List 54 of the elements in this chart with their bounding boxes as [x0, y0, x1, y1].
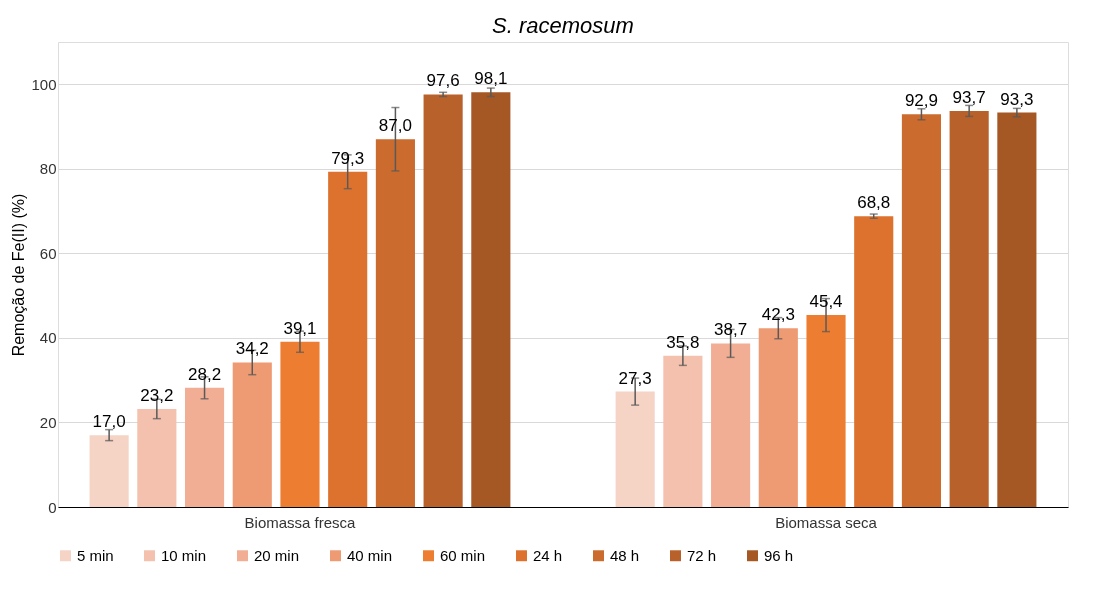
legend-label: 60 min [440, 546, 486, 564]
bar [232, 362, 272, 507]
bar [89, 435, 129, 507]
bar [423, 94, 463, 507]
legend-label: 40 min [347, 546, 393, 564]
x-tick-label: Biomassa fresca [244, 513, 357, 531]
bar [997, 112, 1037, 507]
data-label: 93,3 [1000, 89, 1034, 109]
data-label: 38,7 [714, 320, 748, 340]
data-label: 92,9 [904, 91, 938, 111]
chart-title: S. racemosum [492, 13, 634, 38]
legend-label: 72 h [687, 546, 717, 564]
data-label: 17,0 [92, 412, 126, 432]
legend-label: 10 min [161, 546, 207, 564]
bar [758, 328, 798, 507]
y-tick-label: 100 [31, 75, 57, 93]
bar [949, 110, 989, 507]
bar [328, 171, 368, 507]
y-tick-label: 40 [39, 329, 57, 347]
bar [806, 315, 846, 507]
bar [901, 114, 942, 507]
bar [375, 139, 415, 507]
data-label: 93,7 [952, 87, 986, 107]
data-label: 42,3 [761, 305, 795, 325]
bar [184, 387, 225, 507]
y-tick-label: 60 [39, 244, 57, 262]
legend-label: 96 h [764, 546, 794, 564]
data-label: 35,8 [666, 332, 700, 352]
y-tick-label: 20 [39, 413, 57, 431]
data-label: 45,4 [809, 292, 843, 312]
data-label: 23,2 [140, 385, 174, 405]
data-label: 98,1 [474, 69, 508, 89]
bar [280, 341, 320, 507]
legend-label: 5 min [77, 546, 114, 564]
bar [471, 92, 511, 507]
legend-label: 20 min [254, 546, 300, 564]
data-label: 68,8 [857, 193, 891, 213]
data-label: 27,3 [618, 368, 652, 388]
y-tick-label: 80 [39, 160, 57, 178]
legend-label: 24 h [533, 546, 563, 564]
bar [854, 216, 894, 507]
y-axis-title: Remoção de Fe(II) (%) [10, 193, 28, 357]
data-label: 34,2 [235, 339, 269, 359]
bar [663, 355, 703, 507]
data-label: 79,3 [331, 148, 365, 168]
x-tick-label: Biomassa seca [775, 513, 878, 531]
data-label: 28,2 [188, 364, 222, 384]
bar [711, 343, 751, 507]
data-label: 97,6 [426, 71, 460, 91]
y-tick-label: 0 [48, 498, 57, 516]
data-label: 39,1 [283, 318, 317, 338]
legend-label: 48 h [610, 546, 640, 564]
bar [137, 408, 177, 507]
bar [615, 391, 655, 507]
